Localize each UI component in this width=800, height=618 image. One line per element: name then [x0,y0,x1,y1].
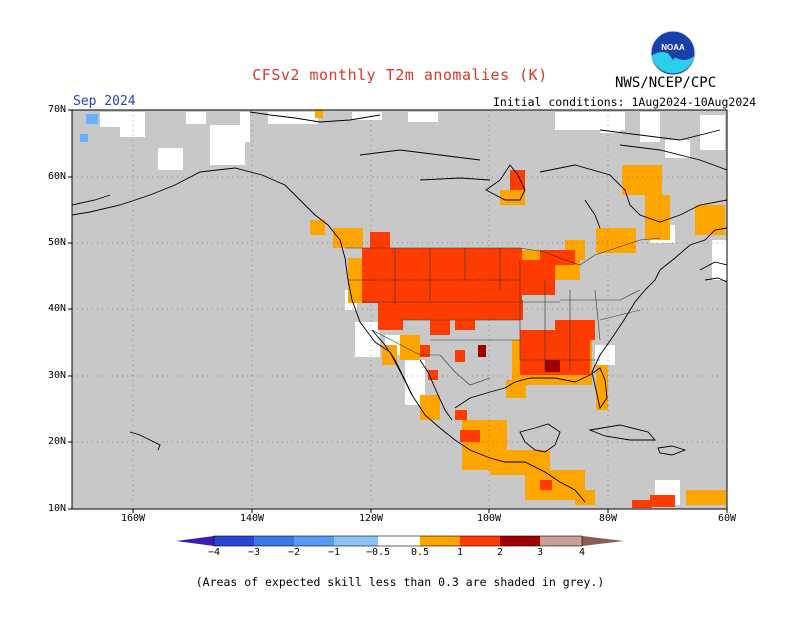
map-title: CFSv2 monthly T2m anomalies (K) [252,66,548,84]
lat-label: 70N [48,104,67,115]
lon-label: 100W [476,513,502,524]
coastlines [72,111,727,503]
initial-conditions: Initial conditions: 1Aug2024-10Aug2024 [493,95,757,109]
colorbar-high-arrow [582,536,624,546]
lon-label: 160W [120,513,146,524]
colorbar-tick: −3 [247,547,261,558]
political-borders [345,237,661,386]
lat-label: 30N [48,370,67,381]
lat-label: 20N [48,436,67,447]
colorbar-tick: 1 [456,547,464,558]
axis-ticks [68,109,728,513]
colorbar-bin [214,536,254,546]
forecast-month: Sep 2024 [73,94,136,109]
colorbar-bin [420,536,460,546]
colorbar-tick: 4 [578,547,586,558]
colorbar-tick: −1 [327,547,341,558]
colorbar-bin [334,536,378,546]
lat-label: 10N [48,503,67,514]
lon-label: 140W [239,513,265,524]
lat-label: 50N [48,237,67,248]
noaa-logo-text: NOAA [661,43,685,52]
lon-label: 120W [358,513,384,524]
noaa-logo-icon: NOAA [650,30,696,76]
colorbar-bin [540,536,582,546]
negative-anomaly-areas [80,114,98,142]
colorbar-bin [378,536,420,546]
lon-label: 60W [717,513,737,524]
colorbar-tick: 2 [496,547,504,558]
colorbar [176,535,624,547]
lat-label: 40N [48,303,67,314]
colorbar-tick: −4 [207,547,221,558]
colorbar-bin [460,536,500,546]
colorbar-tick: −0.5 [365,547,391,558]
colorbar-low-arrow [176,536,214,546]
colorbar-tick: −2 [287,547,301,558]
graticule [72,110,727,509]
colorbar-tick: 3 [536,547,544,558]
skill-footnote: (Areas of expected skill less than 0.3 a… [195,575,605,589]
colorbar-tick: 0.5 [410,547,430,558]
lat-label: 60N [48,171,67,182]
lon-label: 80W [598,513,618,524]
colorbar-bin [500,536,540,546]
agency-label: NWS/NCEP/CPC [615,75,717,91]
colorbar-bin [294,536,334,546]
colorbar-bin [254,536,294,546]
anomaly-2-3-areas [478,345,560,372]
